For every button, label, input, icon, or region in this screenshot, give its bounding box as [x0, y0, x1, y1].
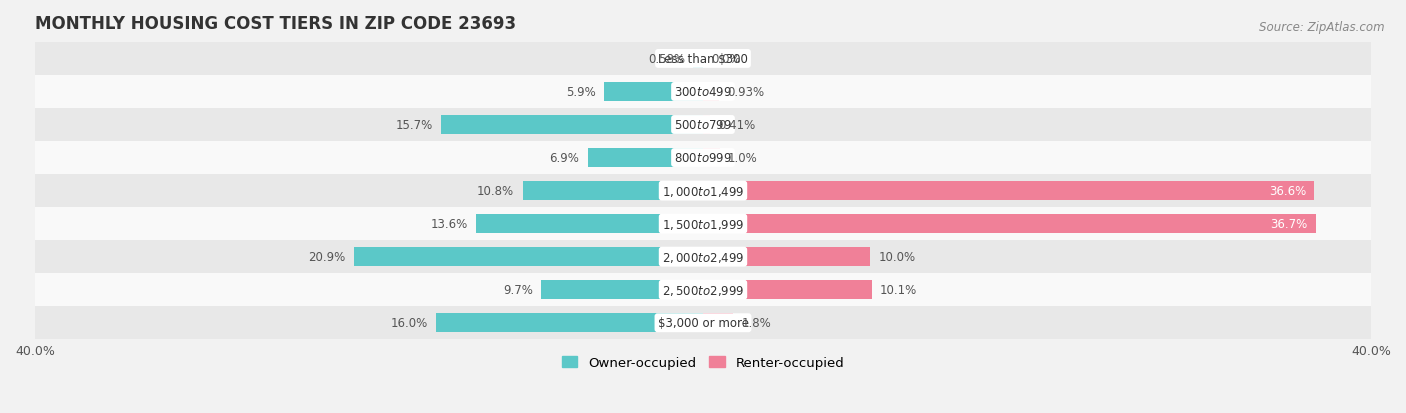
Text: $800 to $999: $800 to $999	[673, 152, 733, 165]
Legend: Owner-occupied, Renter-occupied: Owner-occupied, Renter-occupied	[557, 351, 849, 375]
Bar	[35, 306, 1371, 339]
Text: 36.7%: 36.7%	[1271, 218, 1308, 230]
Text: 15.7%: 15.7%	[395, 119, 433, 132]
Bar	[703, 214, 1316, 234]
Bar	[354, 247, 703, 267]
Text: 1.0%: 1.0%	[728, 152, 758, 165]
Text: $300 to $499: $300 to $499	[673, 86, 733, 99]
Text: $500 to $799: $500 to $799	[673, 119, 733, 132]
Bar	[703, 116, 710, 135]
Bar	[35, 109, 1371, 142]
Text: 10.1%: 10.1%	[880, 283, 917, 297]
Text: 0.41%: 0.41%	[718, 119, 755, 132]
Text: 16.0%: 16.0%	[391, 316, 427, 330]
Text: 5.9%: 5.9%	[567, 86, 596, 99]
Text: Source: ZipAtlas.com: Source: ZipAtlas.com	[1260, 21, 1385, 33]
Text: $3,000 or more: $3,000 or more	[658, 316, 748, 330]
Bar	[703, 149, 720, 168]
Bar	[35, 43, 1371, 76]
Bar	[35, 240, 1371, 273]
Bar	[475, 214, 703, 234]
Text: $1,000 to $1,499: $1,000 to $1,499	[662, 184, 744, 198]
Bar	[541, 280, 703, 299]
Bar	[35, 208, 1371, 240]
Text: 0.93%: 0.93%	[727, 86, 763, 99]
Bar	[703, 313, 733, 332]
Bar	[436, 313, 703, 332]
Bar	[605, 83, 703, 102]
Text: $1,500 to $1,999: $1,500 to $1,999	[662, 217, 744, 231]
Text: 36.6%: 36.6%	[1268, 185, 1306, 197]
Text: 10.0%: 10.0%	[879, 251, 915, 263]
Bar	[703, 247, 870, 267]
Bar	[35, 142, 1371, 175]
Bar	[588, 149, 703, 168]
Bar	[703, 280, 872, 299]
Bar	[703, 182, 1315, 201]
Text: 10.8%: 10.8%	[477, 185, 515, 197]
Text: 20.9%: 20.9%	[308, 251, 346, 263]
Bar	[35, 175, 1371, 208]
Text: $2,500 to $2,999: $2,500 to $2,999	[662, 283, 744, 297]
Text: MONTHLY HOUSING COST TIERS IN ZIP CODE 23693: MONTHLY HOUSING COST TIERS IN ZIP CODE 2…	[35, 15, 516, 33]
Text: Less than $300: Less than $300	[658, 53, 748, 66]
Text: 0.0%: 0.0%	[711, 53, 741, 66]
Text: 6.9%: 6.9%	[550, 152, 579, 165]
Bar	[441, 116, 703, 135]
Text: 1.8%: 1.8%	[741, 316, 770, 330]
Bar	[693, 50, 703, 69]
Text: 13.6%: 13.6%	[430, 218, 468, 230]
Text: $2,000 to $2,499: $2,000 to $2,499	[662, 250, 744, 264]
Text: 9.7%: 9.7%	[503, 283, 533, 297]
Bar	[703, 83, 718, 102]
Bar	[35, 76, 1371, 109]
Bar	[523, 182, 703, 201]
Text: 0.58%: 0.58%	[648, 53, 685, 66]
Bar	[35, 273, 1371, 306]
